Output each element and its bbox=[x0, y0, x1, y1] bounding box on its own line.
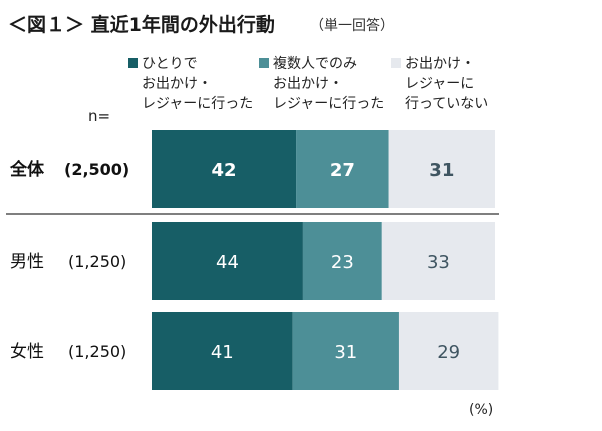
bar-segment bbox=[302, 222, 382, 300]
category-label: 女性 bbox=[10, 342, 44, 362]
bar-segment bbox=[152, 222, 303, 300]
category-n: (2,500) bbox=[64, 160, 129, 179]
category-n: (1,250) bbox=[68, 342, 126, 361]
bar-segment bbox=[296, 130, 389, 208]
legend-swatch bbox=[391, 58, 401, 68]
legend-label: お出かけ・レジャーに行っていない bbox=[405, 56, 488, 112]
category-n: (1,250) bbox=[68, 252, 126, 271]
legend-label: ひとりでお出かけ・レジャーに行った bbox=[142, 56, 253, 112]
bar-segment bbox=[152, 312, 293, 390]
bar-segment bbox=[398, 312, 499, 390]
legend-item-3: お出かけ・レジャーに行っていない bbox=[391, 56, 488, 112]
chart-title: ＜図１＞ 直近1年間の外出行動 bbox=[8, 13, 275, 36]
legend-item-1: ひとりでお出かけ・レジャーに行った bbox=[128, 56, 253, 112]
category-label: 男性 bbox=[10, 252, 44, 272]
bar-segment bbox=[152, 130, 297, 208]
bar-segment bbox=[381, 222, 495, 300]
legend-label: 複数人でのみお出かけ・レジャーに行った bbox=[273, 55, 384, 112]
data-label: 23 bbox=[331, 252, 354, 273]
data-label: 42 bbox=[211, 160, 236, 181]
data-label: 27 bbox=[330, 160, 355, 181]
legend-swatch bbox=[128, 58, 138, 68]
bar-row-3: 女性 (1,250) 41 31 29 bbox=[10, 312, 499, 390]
unit-label: (%) bbox=[469, 402, 493, 418]
bar-row-2: 男性 (1,250) 44 23 33 bbox=[10, 222, 495, 300]
data-label: 29 bbox=[437, 342, 460, 363]
chart-rows: 全体 (2,500) 42 27 31 男性 (1,250) 44 23 33 女性 (1,250) 4… bbox=[9, 130, 499, 390]
data-label: 31 bbox=[429, 160, 454, 181]
legend-swatch bbox=[259, 58, 269, 68]
data-label: 41 bbox=[211, 342, 234, 363]
legend: ひとりでお出かけ・レジャーに行った複数人でのみお出かけ・レジャーに行ったお出かけ… bbox=[128, 55, 488, 112]
data-label: 33 bbox=[427, 252, 450, 273]
legend-item-2: 複数人でのみお出かけ・レジャーに行った bbox=[259, 55, 384, 112]
bar-segment bbox=[388, 130, 495, 208]
n-label: n= bbox=[88, 107, 110, 125]
bar-segment bbox=[292, 312, 399, 390]
data-label: 31 bbox=[334, 342, 357, 363]
data-label: 44 bbox=[216, 252, 239, 273]
category-label: 全体 bbox=[9, 159, 45, 180]
chart-subtitle: （単一回答） bbox=[310, 17, 394, 34]
bar-row-1: 全体 (2,500) 42 27 31 bbox=[9, 130, 495, 208]
